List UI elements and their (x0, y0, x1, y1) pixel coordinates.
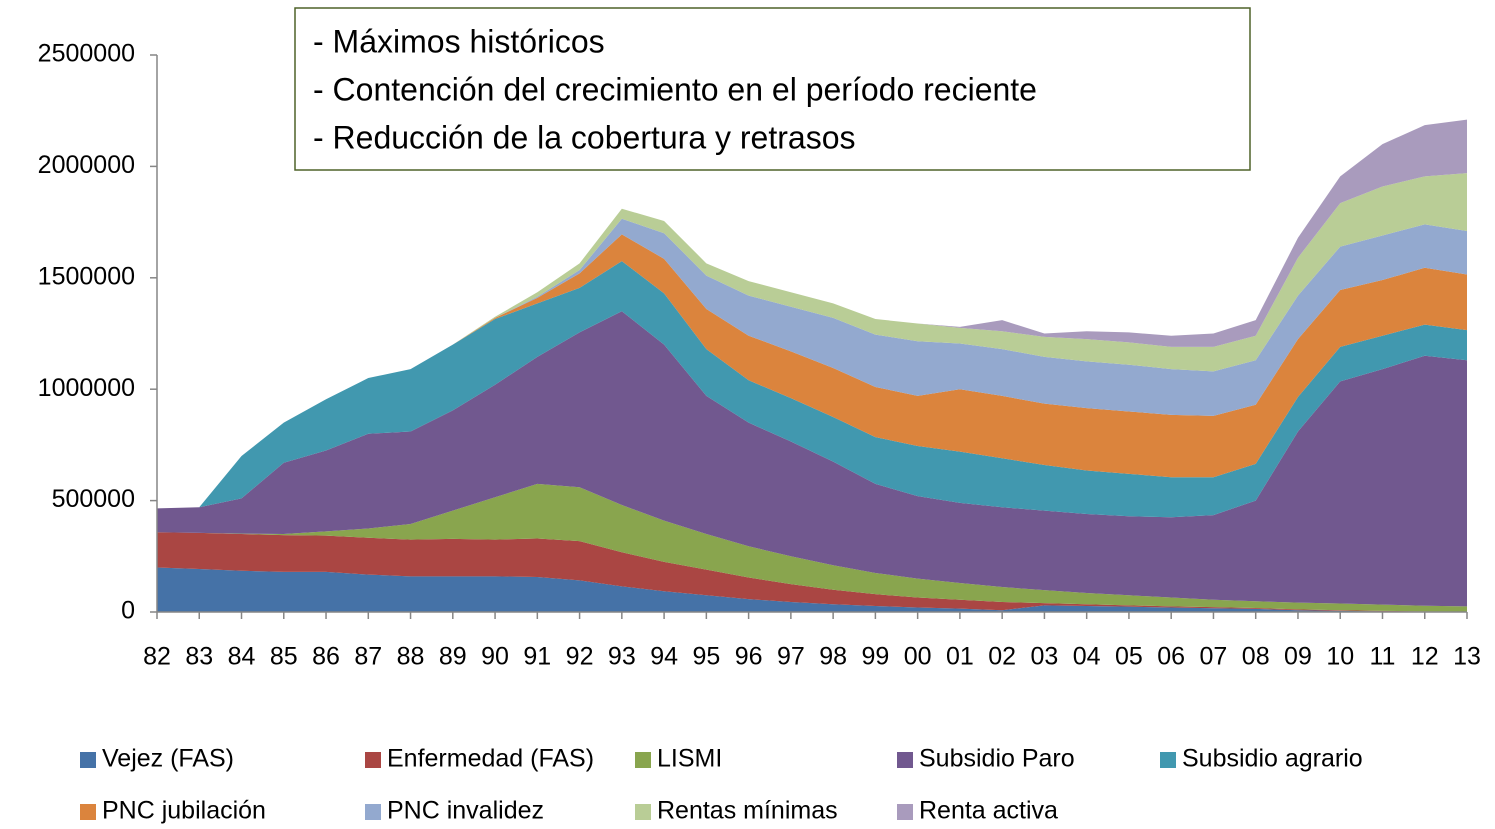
area (157, 311, 1467, 607)
x-tick-label: 05 (1115, 643, 1143, 671)
legend-swatch (80, 804, 96, 820)
legend-label: Rentas mínimas (657, 797, 838, 825)
x-tick-label: 95 (692, 643, 720, 671)
x-tick-label: 04 (1073, 643, 1101, 671)
legend-label: Subsidio agrario (1182, 745, 1363, 773)
annotation: - Contención del crecimiento en el perío… (313, 71, 1037, 107)
x-tick-label: 99 (861, 643, 889, 671)
legend-swatch (1160, 752, 1176, 768)
area (157, 567, 1467, 612)
x-tick-label: 89 (439, 643, 467, 671)
legend-swatch (897, 804, 913, 820)
x-tick-label: 07 (1200, 643, 1228, 671)
x-tick-label: 91 (523, 643, 551, 671)
x-tick-label: 12 (1411, 643, 1439, 671)
x-tick-label: 10 (1326, 643, 1354, 671)
x-tick-label: 11 (1370, 643, 1396, 671)
legend-label: Vejez (FAS) (102, 745, 234, 773)
x-tick-label: 01 (946, 643, 974, 671)
legend-label: Renta activa (919, 797, 1058, 825)
x-tick-label: 94 (650, 643, 678, 671)
y-tick-label: 2500000 (38, 40, 135, 68)
y-tick-label: 0 (121, 597, 135, 625)
area (157, 532, 1467, 612)
annotation: - Máximos históricos (313, 23, 605, 59)
x-tick-label: 82 (143, 643, 171, 671)
legend-swatch (635, 804, 651, 820)
y-tick-label: 2000000 (38, 151, 135, 179)
x-tick-label: 03 (1031, 643, 1059, 671)
legend-label: PNC invalidez (387, 797, 544, 825)
legend-label: Subsidio Paro (919, 745, 1075, 773)
annotation: - Reducción de la cobertura y retrasos (313, 119, 855, 155)
x-tick-label: 13 (1453, 643, 1481, 671)
legend-swatch (365, 752, 381, 768)
legend-swatch (80, 752, 96, 768)
x-tick-label: 93 (608, 643, 636, 671)
annotation-box (294, 7, 1251, 171)
legend-label: PNC jubilación (102, 797, 266, 825)
y-tick-label: 1500000 (38, 262, 135, 290)
x-tick-label: 02 (988, 643, 1016, 671)
area (157, 234, 1467, 509)
legend-label: LISMI (657, 745, 722, 773)
x-tick-label: 87 (354, 643, 382, 671)
x-tick-label: 09 (1284, 643, 1312, 671)
area (157, 261, 1467, 518)
x-tick-label: 90 (481, 643, 509, 671)
x-tick-label: 08 (1242, 643, 1270, 671)
x-tick-label: 97 (777, 643, 805, 671)
y-tick-label: 500000 (52, 485, 135, 513)
x-tick-label: 83 (185, 643, 213, 671)
x-tick-label: 00 (904, 643, 932, 671)
x-tick-label: 98 (819, 643, 847, 671)
x-tick-label: 88 (397, 643, 425, 671)
x-tick-label: 84 (228, 643, 256, 671)
legend-swatch (897, 752, 913, 768)
x-tick-label: 85 (270, 643, 298, 671)
legend-swatch (365, 804, 381, 820)
x-tick-label: 92 (566, 643, 594, 671)
legend-label: Enfermedad (FAS) (387, 745, 594, 773)
x-tick-label: 96 (735, 643, 763, 671)
x-tick-label: 86 (312, 643, 340, 671)
x-tick-label: 06 (1157, 643, 1185, 671)
legend-swatch (635, 752, 651, 768)
areas (157, 119, 1467, 612)
y-tick-label: 1000000 (38, 374, 135, 402)
area (157, 483, 1467, 612)
